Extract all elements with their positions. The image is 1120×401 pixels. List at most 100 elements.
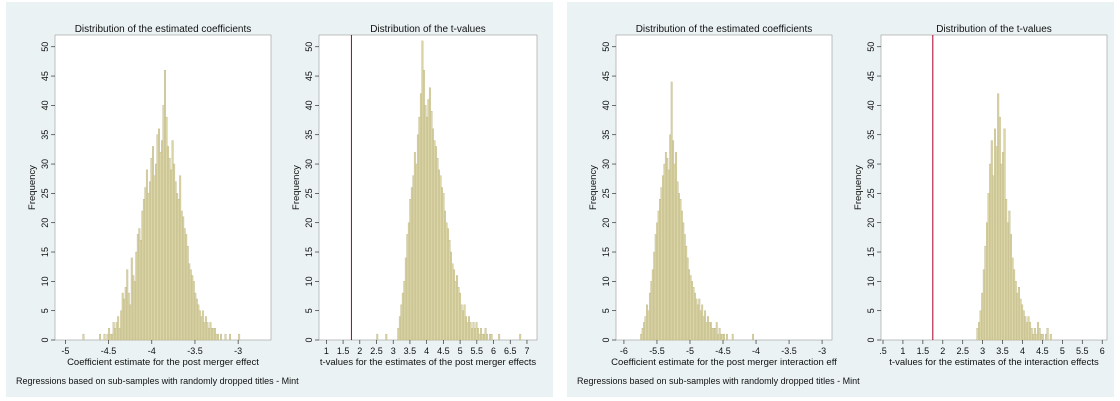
histogram-bar: [1030, 328, 1033, 341]
histogram-bar: [989, 163, 992, 341]
x-tick-label: 1: [324, 346, 329, 356]
x-tick-label: -6: [620, 346, 628, 356]
y-tick-label: 15: [866, 247, 876, 257]
y-tick-label: 25: [40, 188, 50, 198]
x-tick-label: -3: [818, 346, 826, 356]
x-tick-label: -3.5: [781, 346, 797, 356]
histogram-bar: [484, 328, 487, 341]
histogram-bar: [425, 116, 428, 341]
y-tick-label: 15: [304, 247, 314, 257]
histogram-bar: [451, 263, 454, 341]
x-tick-label: -4.5: [715, 346, 731, 356]
x-tick-label: 3.5: [404, 346, 417, 356]
histogram-bar: [450, 251, 452, 341]
histogram-bar: [1049, 333, 1052, 341]
histogram-bar: [1003, 128, 1006, 341]
histogram-bar: [438, 169, 440, 341]
x-tick-label: -5: [61, 346, 69, 356]
histogram-bar: [1035, 333, 1038, 341]
histogram-bar: [976, 328, 979, 341]
histogram-bar: [466, 322, 469, 341]
histogram-bar: [238, 333, 241, 341]
histogram-bar: [978, 322, 981, 341]
histogram-bar: [103, 333, 106, 341]
histogram-bar: [441, 187, 443, 341]
histogram-t-values-post-merger: 0 5 10 15 20 25 30 35 40 45 50 1 1.5 2 2.5 3 3.5 4 4.5 5 5.5…: [291, 24, 538, 368]
histogram-bar: [424, 105, 427, 341]
histogram-bar: [1032, 333, 1035, 341]
chart-title: Distribution of the t-values: [936, 24, 1052, 35]
y-tick-label: 30: [601, 159, 611, 169]
histogram-bar: [489, 333, 492, 341]
histogram-bar: [992, 175, 995, 341]
histogram-bar: [1014, 281, 1017, 341]
histogram-bar: [1033, 328, 1036, 341]
y-tick-label: 10: [304, 276, 314, 286]
histogram-bar: [1009, 234, 1012, 341]
x-tick-label: -5: [686, 346, 694, 356]
histogram-bar: [472, 322, 475, 341]
y-tick-label: 20: [40, 218, 50, 228]
x-tick-label: 5.5: [471, 346, 484, 356]
histogram-bar: [731, 333, 734, 341]
y-tick-label: 50: [304, 42, 314, 52]
y-tick-label: 30: [866, 159, 876, 169]
y-tick-label: 25: [304, 188, 314, 198]
histogram-bar: [447, 228, 449, 341]
y-tick-label: 50: [601, 42, 611, 52]
histogram-bars: [82, 69, 241, 341]
y-tick-label: 35: [40, 130, 50, 140]
histogram-bar: [997, 93, 1000, 341]
histogram-bar: [468, 316, 470, 341]
histogram-bar: [404, 257, 407, 341]
x-tick-label: 3: [391, 346, 396, 356]
y-tick-label: 40: [304, 100, 314, 110]
histogram-bar: [1040, 333, 1043, 341]
x-tick-label: 1: [900, 346, 905, 356]
y-tick-label: 50: [866, 42, 876, 52]
y-tick-label: 35: [601, 130, 611, 140]
histogram-bar: [99, 333, 101, 341]
histogram-bar: [385, 333, 388, 341]
y-tick-label: 0: [304, 337, 314, 342]
histogram-bar: [224, 333, 227, 341]
histogram-bar: [397, 328, 400, 341]
y-tick-label: 45: [304, 71, 314, 81]
histogram-bar: [471, 328, 473, 341]
chart-title: Distribution of the t-values: [370, 24, 486, 35]
histogram-bar: [998, 116, 1001, 341]
histogram-bar: [433, 140, 436, 341]
histogram-bar: [1011, 257, 1014, 341]
y-tick-label: 40: [866, 100, 876, 110]
histogram-bars: [976, 93, 1052, 341]
y-tick-label: 0: [40, 337, 50, 342]
histogram-bar: [415, 163, 418, 341]
x-tick-label: 2: [357, 346, 362, 356]
histogram-bar: [454, 281, 457, 341]
histogram-bar: [376, 333, 379, 341]
x-tick-label: 4.5: [1036, 346, 1049, 356]
histogram-bar: [1016, 292, 1019, 341]
histogram-bar: [453, 269, 455, 341]
histogram-bar: [436, 157, 439, 341]
histogram-bars: [640, 81, 754, 341]
histogram-bar: [456, 275, 458, 341]
histogram-bar: [431, 128, 434, 341]
histogram-bar: [1029, 322, 1032, 341]
histogram-bar: [412, 175, 415, 341]
y-tick-label: 5: [866, 308, 876, 313]
x-tick-label: 5: [1060, 346, 1065, 356]
x-tick-label: 2: [940, 346, 945, 356]
y-tick-label: 10: [40, 276, 50, 286]
x-tick-label: -3: [234, 346, 242, 356]
x-tick-label: 2.5: [956, 346, 969, 356]
figure-left: 0 5 10 15 20 25 30 35 40 45 50 -5 -4.5 -4 -3.5 -3 Distri…: [6, 2, 553, 397]
y-tick-label: 20: [601, 218, 611, 228]
x-tick-label: -4.5: [101, 346, 117, 356]
x-tick-label: 5.5: [1076, 346, 1089, 356]
y-tick-label: 30: [304, 159, 314, 169]
histogram-bar: [403, 281, 406, 341]
chart-title: Distribution of the estimated coefficien…: [75, 24, 252, 35]
histogram-bar: [1045, 333, 1048, 341]
histogram-bar: [483, 333, 486, 341]
